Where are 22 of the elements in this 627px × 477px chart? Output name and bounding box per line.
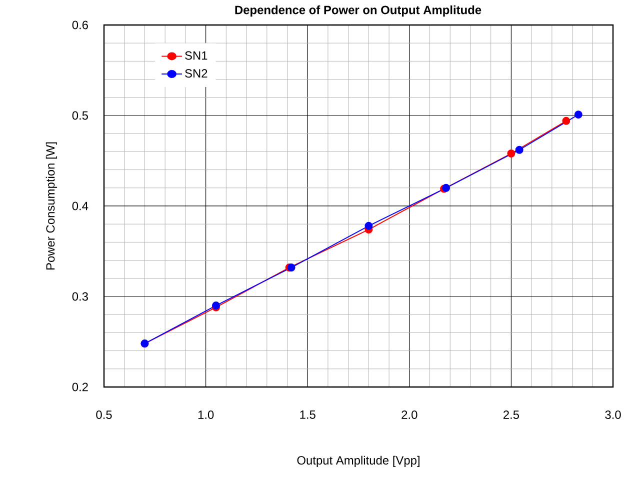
y-tick-label: 0.4 (72, 202, 88, 210)
y-tick-label: 0.3 (72, 292, 88, 301)
legend-label: SN2 (185, 69, 208, 78)
point (364, 222, 373, 230)
chart-title: Dependence of Power on Output Amplitude (235, 5, 482, 17)
point (562, 116, 570, 125)
x-tick-label: 1.0 (198, 410, 214, 419)
point (442, 184, 450, 192)
legend-label: SN1 (185, 51, 208, 60)
x-tick-label: 2.0 (402, 410, 418, 419)
x-tick-label: 3.0 (605, 410, 621, 419)
point (507, 150, 516, 158)
y-tick-label: 0.5 (72, 111, 88, 120)
point (515, 146, 524, 154)
x-tick-label: 2.5 (503, 410, 520, 419)
x-axis-title: Output Amplitude [Vpp] (297, 456, 420, 467)
y-axis-title: Power Consumption [W] (46, 142, 58, 270)
y-tick-label: 0.2 (72, 382, 88, 392)
y-tick-label: 0.6 (72, 20, 88, 30)
point (574, 110, 582, 119)
x-tick-label: 0.5 (96, 410, 112, 419)
x-tick-label: 1.5 (300, 410, 316, 419)
